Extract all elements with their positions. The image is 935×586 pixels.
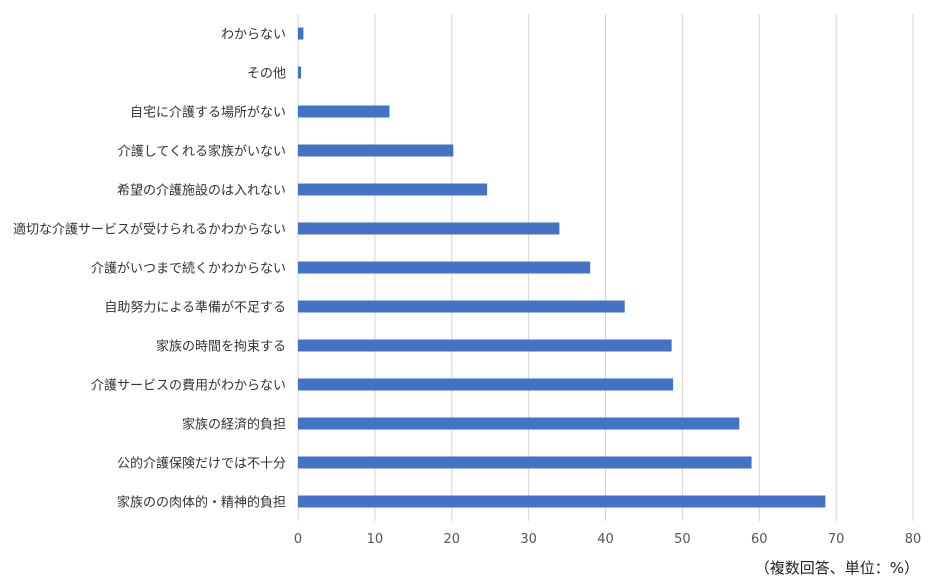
- category-label: 介護サービスの費用がわからない: [91, 378, 286, 394]
- category-label: その他: [247, 67, 286, 82]
- category-label: 家族の時間を拘束する: [156, 339, 286, 355]
- bar: [298, 144, 454, 157]
- category-label: 家族の経済的負担: [182, 417, 286, 433]
- category-label: 適切な介護サービスが受けられるかわからない: [13, 222, 286, 238]
- bar: [298, 456, 752, 469]
- bar: [298, 222, 560, 235]
- category-label: 介護がいつまで続くかわからない: [91, 261, 286, 277]
- x-tick-label: 10: [367, 532, 384, 547]
- bar: [298, 183, 488, 196]
- unit-note: （複数回答、単位：%）: [754, 559, 919, 577]
- bar: [298, 417, 740, 430]
- bar: [298, 66, 302, 79]
- category-label: 希望の介護施設のは入れない: [117, 183, 286, 199]
- category-label: 家族のの肉体的・精神的負担: [117, 495, 286, 511]
- x-tick-label: 80: [905, 532, 922, 547]
- category-label: 公的介護保険だけでは不十分: [117, 456, 286, 472]
- x-tick-label: 50: [674, 532, 691, 547]
- bar: [298, 300, 625, 313]
- category-label: 自宅に介護する場所がない: [130, 105, 286, 121]
- x-tick-label: 20: [443, 532, 460, 547]
- x-tick-label: 40: [597, 532, 614, 547]
- x-tick-label: 30: [520, 532, 537, 547]
- category-label: わからない: [221, 28, 286, 43]
- category-label: 自助努力による準備が不足する: [104, 300, 286, 316]
- bar: [298, 261, 591, 274]
- bar: [298, 105, 390, 118]
- bar: [298, 495, 826, 508]
- x-tick-label: 70: [828, 532, 845, 547]
- bar: [298, 27, 304, 40]
- x-tick-label: 0: [294, 532, 302, 547]
- category-label: 介護してくれる家族がいない: [118, 144, 286, 160]
- x-tick-label: 60: [751, 532, 768, 547]
- bar: [298, 378, 674, 391]
- bar: [298, 339, 672, 352]
